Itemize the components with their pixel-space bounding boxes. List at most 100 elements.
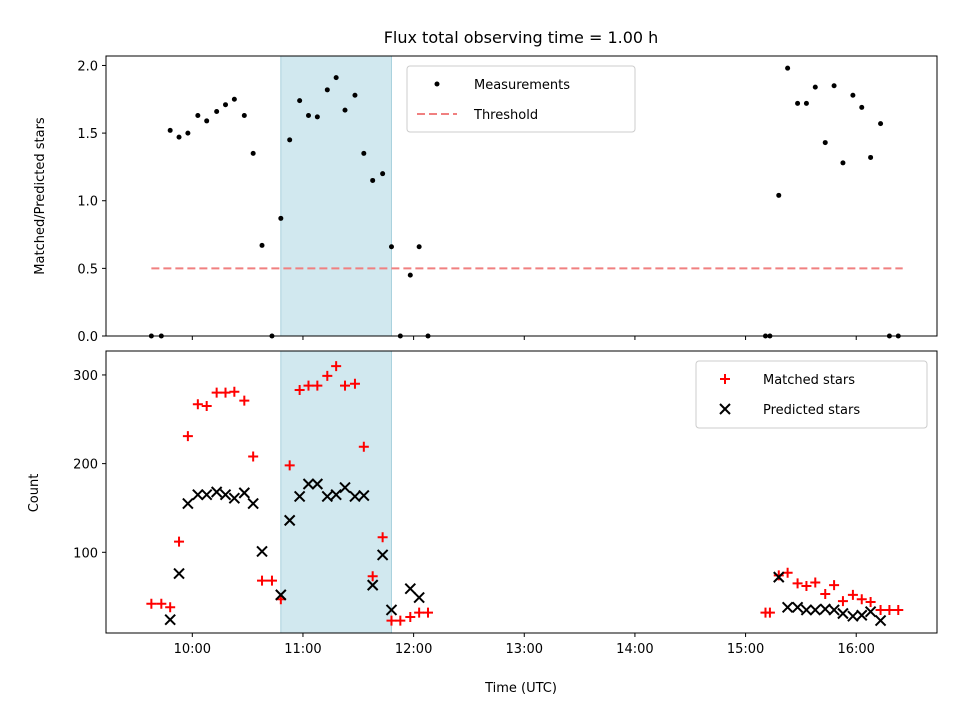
measurement-point: [223, 102, 229, 108]
predicted-star-marker: [210, 486, 223, 498]
measurement-point: [416, 244, 422, 250]
measurement-point: [250, 150, 256, 156]
measurement-point: [868, 154, 874, 160]
predicted-star-marker: [413, 591, 425, 604]
matched-star-marker: [884, 604, 895, 615]
x-tick-label: 14:00: [616, 642, 653, 657]
bottom-y-tick-label: 200: [73, 458, 98, 473]
bottom-legend: Matched stars Predicted stars: [695, 360, 928, 429]
matched-star-marker: [165, 602, 176, 613]
measurement-point: [176, 134, 182, 140]
predicted-star-marker: [339, 481, 351, 494]
matched-star-marker: [192, 399, 203, 410]
measurement-point: [407, 272, 413, 278]
predicted-star-marker: [219, 488, 232, 501]
legend-threshold-label: Threshold: [473, 108, 538, 123]
predicted-star-marker: [228, 492, 241, 504]
matched-star-marker: [764, 607, 775, 618]
matched-star-marker: [220, 387, 231, 398]
predicted-star-marker: [321, 490, 334, 503]
legend-predicted-marker: [719, 403, 731, 415]
predicted-star-marker: [385, 604, 398, 616]
matched-star-marker: [156, 598, 167, 609]
predicted-star-marker: [311, 478, 324, 490]
measurement-point: [204, 118, 210, 124]
matched-star-marker: [422, 607, 433, 618]
matched-star-marker: [837, 596, 848, 607]
predicted-star-marker: [874, 614, 887, 627]
x-tick-label: 11:00: [284, 642, 321, 657]
legend-predicted-label: Predicted stars: [763, 403, 860, 418]
predicted-star-marker: [200, 488, 213, 501]
matched-star-marker: [201, 400, 212, 411]
legend-matched-label: Matched stars: [763, 373, 855, 388]
measurement-point: [822, 140, 828, 146]
legend-matched-marker: [720, 374, 730, 384]
measurement-point: [297, 98, 303, 104]
measurement-point: [803, 100, 809, 106]
x-tick-label: 10:00: [174, 642, 211, 657]
matched-star-marker: [810, 577, 821, 588]
measurement-point: [831, 83, 837, 89]
measurement-point: [287, 137, 293, 143]
measurement-point: [324, 87, 330, 93]
top-legend: Measurements Threshold: [406, 65, 636, 133]
measurement-point: [185, 130, 191, 136]
x-tick-label: 15:00: [727, 642, 764, 657]
matched-star-marker: [322, 370, 333, 381]
matched-star-marker: [211, 387, 222, 398]
top-y-tick-label: 0.5: [77, 262, 98, 277]
predicted-star-marker: [173, 567, 185, 580]
top-highlight-band: [280, 55, 392, 337]
top-y-tick-label: 1.0: [77, 195, 98, 210]
chart-title: Flux total observing time = 1.00 h: [384, 28, 659, 47]
measurement-point: [214, 108, 220, 114]
matched-star-marker: [229, 386, 240, 397]
predicted-star-marker: [256, 545, 268, 558]
measurement-point: [878, 121, 884, 127]
measurement-point: [380, 171, 386, 177]
matched-star-marker: [294, 385, 305, 396]
measurement-point: [333, 75, 339, 81]
predicted-star-marker: [275, 589, 287, 601]
predicted-star-marker: [773, 571, 785, 583]
measurement-point: [859, 104, 865, 110]
predicted-star-marker: [164, 613, 176, 626]
matched-star-marker: [386, 615, 397, 626]
x-tick-label: 12:00: [395, 642, 432, 657]
matched-star-marker: [414, 607, 425, 618]
matched-star-marker: [146, 598, 157, 609]
top-y-axis-label: Matched/Predicted stars: [33, 117, 48, 275]
matched-star-marker: [257, 575, 268, 586]
measurement-point: [241, 113, 247, 119]
measurement-point: [812, 84, 818, 90]
top-y-tick-label: 2.0: [77, 59, 98, 74]
top-y-tick-label: 1.5: [77, 127, 98, 142]
matched-star-marker: [829, 580, 840, 591]
measurement-point: [388, 244, 394, 250]
measurement-point: [278, 215, 284, 221]
top-axes-frame: [105, 55, 938, 337]
matched-star-marker: [312, 380, 323, 391]
predicted-star-marker: [800, 604, 813, 616]
matched-star-marker: [349, 378, 360, 389]
bottom-y-tick-label: 300: [73, 369, 98, 384]
measurement-point: [352, 92, 358, 98]
matched-star-marker: [875, 604, 886, 615]
measurement-point: [785, 65, 791, 71]
matched-star-marker: [395, 615, 406, 626]
bottom-axes-frame: [105, 350, 938, 634]
matched-star-marker: [405, 612, 416, 623]
measurement-point: [342, 107, 348, 113]
x-tick-label: 16:00: [837, 642, 874, 657]
predicted-star-marker: [302, 478, 315, 490]
matched-star-marker: [358, 441, 369, 452]
measurement-point: [314, 114, 320, 120]
matched-star-marker: [801, 581, 812, 591]
measurement-point: [776, 192, 782, 198]
bottom-highlight-band: [280, 350, 392, 634]
top-y-tick-label: 0.0: [77, 330, 98, 345]
predicted-star-marker: [837, 607, 849, 620]
predicted-star-marker: [358, 489, 370, 502]
measurement-point: [850, 92, 856, 98]
